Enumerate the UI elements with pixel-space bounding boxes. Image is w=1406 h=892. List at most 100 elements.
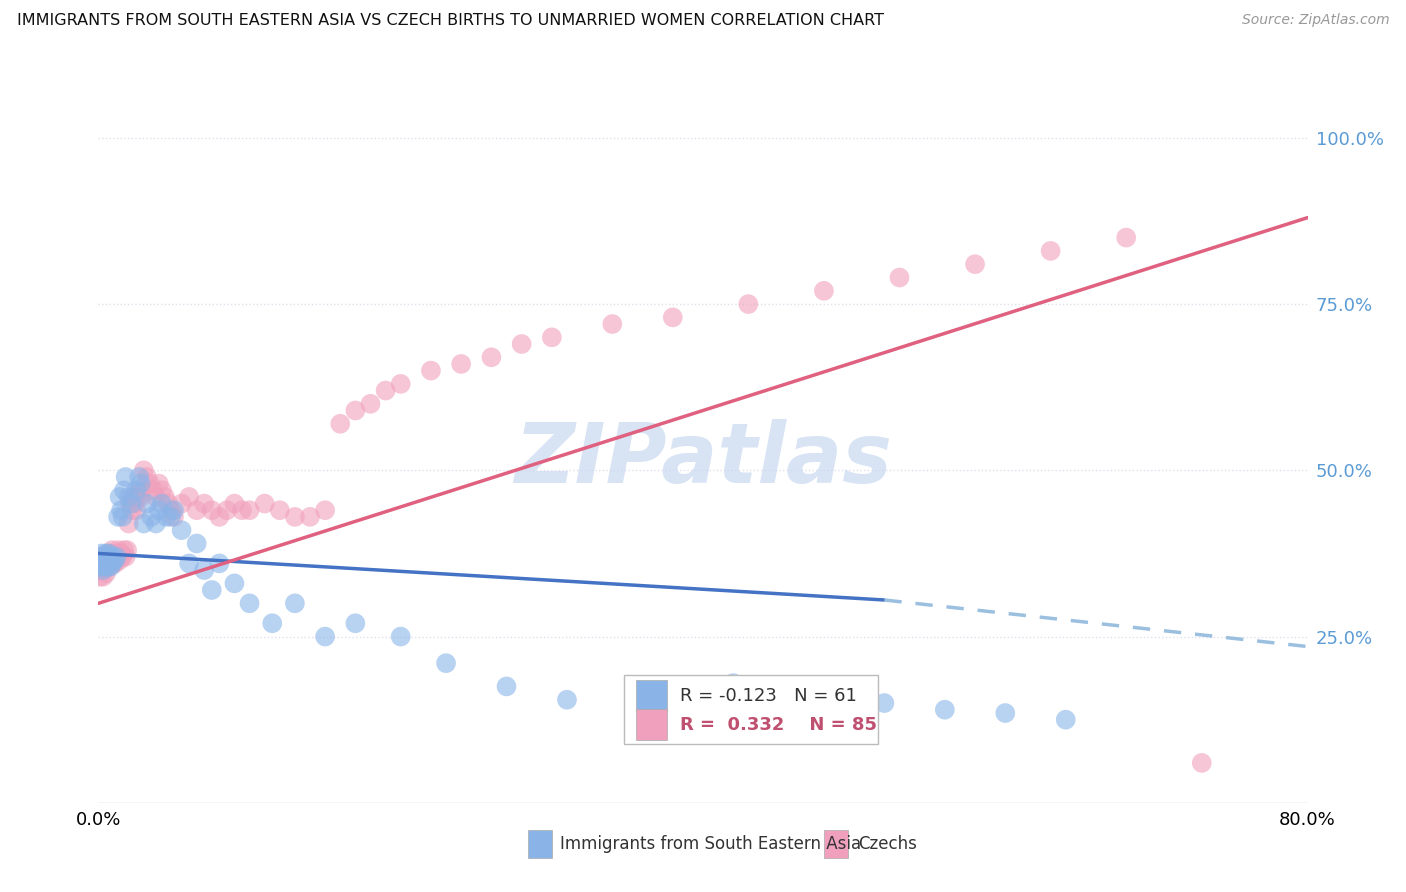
Point	[132, 463, 155, 477]
Point	[104, 553, 127, 567]
Point	[107, 509, 129, 524]
Point	[239, 596, 262, 610]
Point	[163, 509, 186, 524]
Point	[813, 284, 835, 298]
Point	[96, 559, 118, 574]
Point	[540, 330, 562, 344]
Point	[262, 616, 284, 631]
Point	[135, 497, 157, 511]
Text: IMMIGRANTS FROM SOUTH EASTERN ASIA VS CZECH BIRTHS TO UNMARRIED WOMEN CORRELATIO: IMMIGRANTS FROM SOUTH EASTERN ASIA VS CZ…	[17, 13, 884, 29]
Point	[135, 470, 157, 484]
Point	[481, 351, 503, 365]
Point	[179, 557, 201, 571]
FancyBboxPatch shape	[637, 709, 666, 740]
Point	[108, 490, 131, 504]
Point	[965, 257, 987, 271]
Point	[145, 490, 167, 504]
Point	[231, 503, 253, 517]
Point	[797, 686, 820, 700]
Point	[110, 503, 132, 517]
Point	[118, 516, 141, 531]
Point	[100, 553, 122, 567]
Point	[374, 384, 396, 398]
Point	[284, 509, 307, 524]
Point	[889, 270, 911, 285]
Point	[112, 543, 135, 558]
Point	[314, 503, 336, 517]
Point	[450, 357, 472, 371]
Point	[110, 546, 132, 560]
Point	[91, 570, 114, 584]
Point	[93, 559, 115, 574]
Point	[1039, 244, 1062, 258]
Point	[155, 509, 177, 524]
Point	[148, 503, 170, 517]
Point	[98, 546, 121, 560]
Point	[90, 563, 112, 577]
Point	[100, 557, 122, 571]
Point	[201, 582, 224, 597]
Point	[510, 337, 533, 351]
Point	[160, 503, 183, 517]
Point	[737, 297, 759, 311]
Point	[193, 563, 215, 577]
Point	[93, 553, 115, 567]
Point	[389, 630, 412, 644]
Point	[208, 509, 231, 524]
Point	[96, 553, 118, 567]
Point	[329, 417, 352, 431]
Point	[723, 676, 745, 690]
Point	[89, 570, 111, 584]
Point	[125, 503, 148, 517]
Point	[224, 576, 246, 591]
Point	[118, 490, 141, 504]
Point	[186, 503, 208, 517]
Point	[122, 490, 145, 504]
Text: Czechs: Czechs	[858, 835, 917, 853]
Point	[104, 557, 127, 571]
Point	[111, 549, 134, 564]
Point	[934, 703, 956, 717]
Point	[131, 483, 153, 498]
Point	[93, 549, 115, 564]
Point	[389, 376, 412, 391]
Point	[105, 549, 128, 564]
Point	[128, 470, 150, 484]
Point	[1115, 230, 1137, 244]
Point	[103, 549, 125, 564]
Point	[104, 546, 127, 560]
Point	[434, 656, 457, 670]
Point	[127, 490, 149, 504]
Point	[420, 363, 443, 377]
Point	[1191, 756, 1213, 770]
Point	[111, 509, 134, 524]
Point	[94, 566, 117, 581]
Text: R =  0.332    N = 85: R = 0.332 N = 85	[681, 715, 877, 734]
Point	[129, 476, 152, 491]
Point	[124, 497, 146, 511]
Point	[360, 397, 382, 411]
Point	[602, 317, 624, 331]
Point	[112, 483, 135, 498]
Point	[121, 497, 143, 511]
Point	[153, 490, 176, 504]
Point	[141, 509, 163, 524]
Point	[224, 497, 246, 511]
Point	[344, 616, 367, 631]
Point	[100, 559, 122, 574]
Point	[94, 546, 117, 560]
Point	[163, 503, 186, 517]
Point	[170, 497, 193, 511]
Point	[90, 546, 112, 560]
Point	[994, 706, 1017, 720]
Point	[142, 483, 165, 498]
Point	[129, 490, 152, 504]
Point	[114, 549, 136, 564]
Point	[91, 549, 114, 564]
Point	[108, 553, 131, 567]
Point	[121, 503, 143, 517]
Point	[661, 310, 683, 325]
Point	[128, 483, 150, 498]
Text: R = -0.123   N = 61: R = -0.123 N = 61	[681, 687, 856, 705]
Point	[299, 509, 322, 524]
